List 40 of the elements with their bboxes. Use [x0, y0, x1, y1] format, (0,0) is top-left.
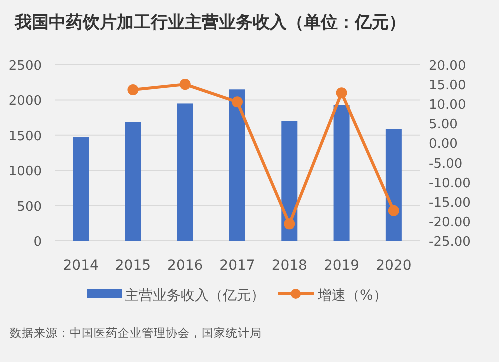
x-tick-label: 2014 [63, 258, 99, 274]
y2-tick-label: 10.00 [429, 98, 466, 114]
bar [230, 90, 246, 241]
x-tick-label: 2017 [220, 258, 256, 274]
x-tick-label: 2018 [272, 258, 308, 274]
source-note: 数据来源：中国医药企业管理协会，国家统计局 [10, 326, 262, 340]
y2-tick-label: -25.00 [429, 235, 471, 250]
point [336, 88, 348, 99]
y2-tick-label: 5.00 [429, 118, 458, 133]
chart-title: 我国中药饮片加工行业主营业务收入（单位：亿元） [14, 13, 406, 33]
y-tick-label: 500 [17, 200, 42, 215]
y-tick-label: 2500 [8, 59, 42, 74]
point [180, 79, 191, 90]
y-tick-label: 0 [34, 235, 42, 250]
y2-tick-label: 20.00 [429, 59, 466, 74]
y2-tick-label: -20.00 [429, 215, 471, 230]
y2-tick-label: 15.00 [429, 78, 466, 94]
legend-label: 增速（%） [317, 288, 388, 304]
bar [73, 138, 90, 241]
bar [282, 121, 298, 241]
point [388, 205, 400, 216]
y-tick-label: 1500 [8, 129, 42, 144]
legend-label: 主营业务收入（亿元） [125, 288, 265, 304]
bar [386, 129, 402, 241]
x-tick-label: 2016 [168, 258, 204, 274]
point [128, 84, 139, 96]
bar [334, 105, 350, 241]
point [232, 96, 243, 108]
point [284, 218, 296, 230]
x-tick-label: 2020 [376, 258, 412, 274]
y2-tick-label: -5.00 [429, 156, 463, 172]
bar [177, 104, 194, 241]
y2-tick-label: -15.00 [429, 196, 471, 211]
y2-tick-label: 0.00 [429, 137, 458, 152]
y-tick-label: 1000 [8, 164, 42, 180]
x-tick-label: 2015 [115, 258, 152, 274]
x-tick-label: 2019 [324, 258, 360, 274]
y-tick-label: 2000 [8, 94, 42, 110]
bar [125, 122, 142, 241]
y2-tick-label: -10.00 [429, 176, 471, 192]
